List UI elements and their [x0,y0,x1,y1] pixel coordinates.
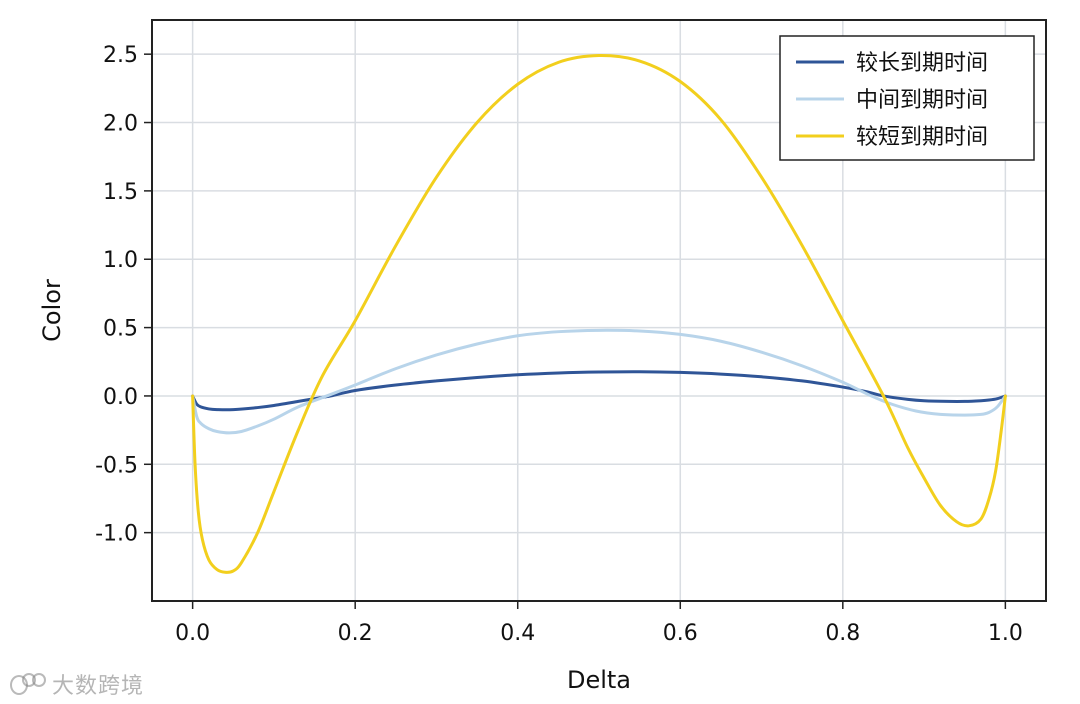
y-tick-label: 0.0 [103,385,138,410]
x-axis-label: Delta [567,666,631,694]
plot-frame [151,19,1047,602]
y-tick-label: 1.0 [103,248,138,273]
x-tick-label: 0.4 [500,621,535,646]
watermark: 大数跨境 [10,668,144,700]
y-axis-label: Color [38,279,66,342]
legend-label-1: 较长到期时间 [856,51,988,76]
y-tick-label: -0.5 [95,453,138,478]
x-tick-label: 1.0 [988,621,1023,646]
legend-label-2: 中间到期时间 [856,88,988,113]
watermark-logo-icon [10,673,46,695]
series-lines [191,54,1007,574]
watermark-text: 大数跨境 [52,674,145,699]
series-line-2 [191,328,1007,435]
y-ticks: -1.0 -0.5 0.0 0.5 1.0 1.5 2.0 2.5 [95,43,152,547]
y-tick-label: 1.5 [103,180,138,205]
x-tick-label: 0.2 [338,621,373,646]
y-tick-label: 2.5 [103,43,138,68]
series-line-3 [191,54,1007,574]
legend-label-3: 较短到期时间 [856,125,988,150]
series-line-1 [191,370,1007,412]
x-tick-label: 0.0 [175,621,210,646]
y-tick-label: 0.5 [103,317,138,342]
x-tick-label: 0.8 [825,621,860,646]
x-tick-label: 0.6 [663,621,698,646]
y-tick-label: -1.0 [95,522,138,547]
x-ticks: 0.0 0.2 0.4 0.6 0.8 1.0 [175,601,1023,646]
y-tick-label: 2.0 [103,112,138,137]
